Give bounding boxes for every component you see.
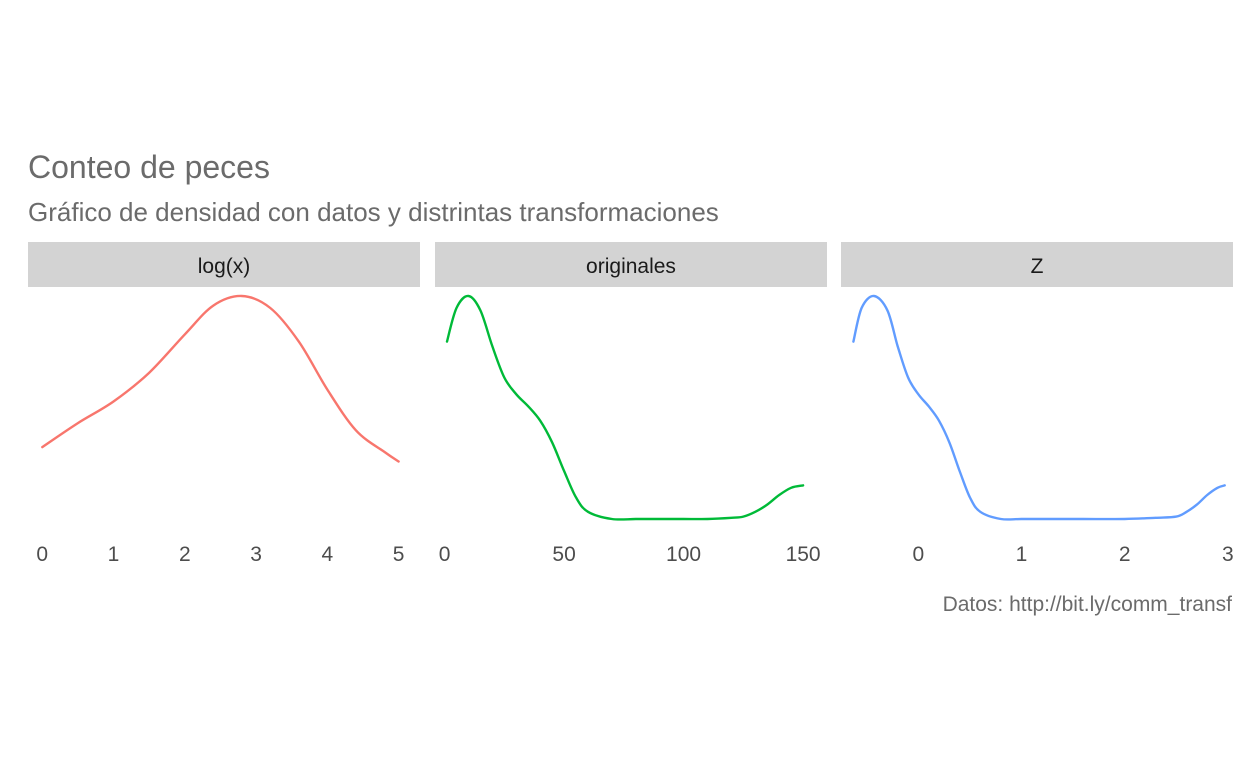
x-tick-label: 2 (1119, 543, 1131, 566)
density-line-logx (41, 294, 400, 463)
facet-strip-label-z: Z (1031, 255, 1044, 278)
x-tick-label: 50 (552, 543, 575, 566)
x-tick-label: 4 (322, 543, 334, 566)
x-tick-label: 150 (786, 543, 821, 566)
chart-subtitle: Gráfico de densidad con datos y distrint… (28, 197, 719, 227)
x-tick-label: 1 (1016, 543, 1028, 566)
x-tick-label: 5 (393, 543, 405, 566)
facet-panel-originales: originales 0 50 100 150 (435, 242, 827, 566)
x-tick-label: 1 (108, 543, 120, 566)
facet-strip-originales (435, 242, 827, 287)
facet-panel-z: Z 0 1 2 3 (841, 242, 1234, 566)
facet-panel-logx: log(x) 0 1 2 3 4 5 (28, 242, 420, 566)
x-tick-label: 2 (179, 543, 191, 566)
facet-strip-label-logx: log(x) (198, 255, 251, 278)
x-tick-label: 0 (439, 543, 451, 566)
chart-caption: Datos: http://bit.ly/comm_transf (943, 593, 1233, 616)
x-tick-label: 0 (913, 543, 925, 566)
x-tick-label: 100 (666, 543, 701, 566)
x-tick-label: 3 (250, 543, 262, 566)
x-axis-ticks-z: 0 1 2 3 (913, 543, 1234, 566)
facet-strip-label-originales: originales (586, 255, 676, 278)
facet-strip-logx (28, 242, 420, 287)
density-line-originales (445, 294, 805, 521)
chart-title: Conteo de peces (28, 149, 270, 185)
facet-strip-z (841, 242, 1233, 287)
density-line-z (852, 294, 1226, 521)
x-tick-label: 0 (36, 543, 48, 566)
x-tick-label: 3 (1222, 543, 1234, 566)
x-axis-ticks-originales: 0 50 100 150 (439, 543, 821, 566)
x-axis-ticks-logx: 0 1 2 3 4 5 (36, 543, 404, 566)
